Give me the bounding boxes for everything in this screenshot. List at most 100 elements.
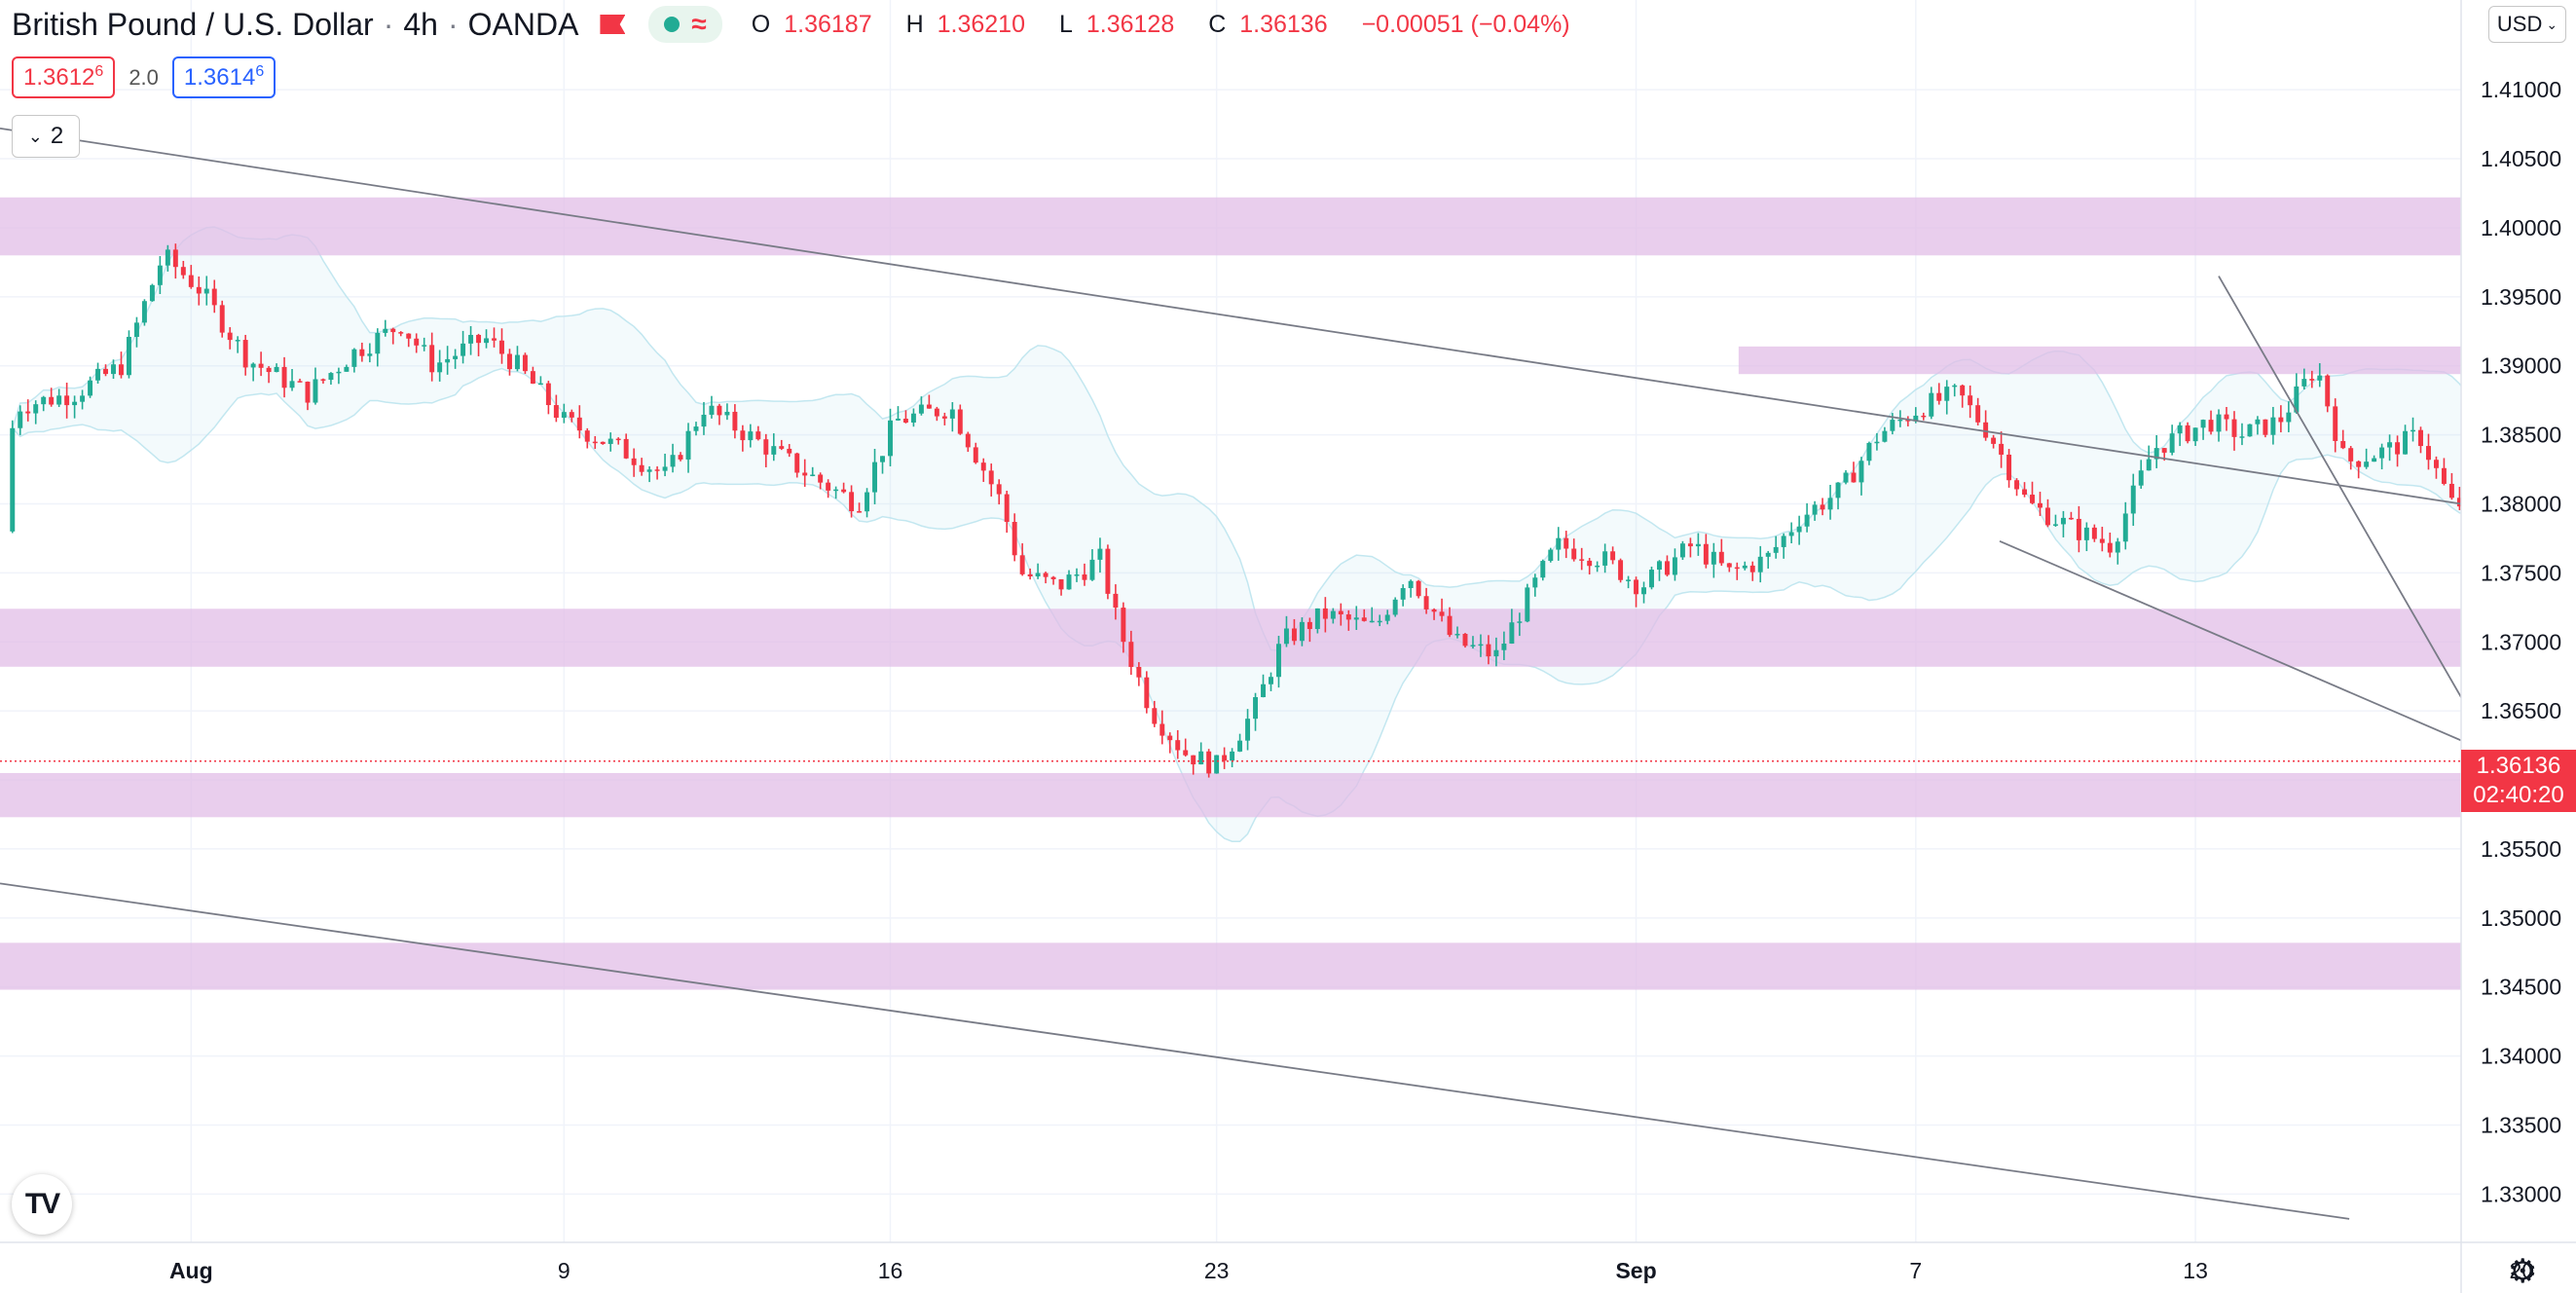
time-tick-label: Sep bbox=[1615, 1258, 1656, 1283]
time-tick-label: 16 bbox=[878, 1258, 903, 1283]
sr-zone bbox=[0, 197, 2461, 256]
candle-body bbox=[1306, 621, 1312, 630]
candle-body bbox=[1113, 593, 1119, 609]
candle-body bbox=[1641, 587, 1646, 595]
candle-body bbox=[2146, 459, 2152, 471]
interval-label[interactable]: 4h bbox=[403, 6, 438, 42]
market-status-pill[interactable]: ≈ bbox=[648, 6, 722, 43]
candle-body bbox=[1509, 622, 1515, 645]
flag-icon[interactable] bbox=[600, 15, 626, 34]
candle-body bbox=[1796, 526, 1802, 533]
candle-body bbox=[2433, 460, 2439, 468]
candle-body bbox=[1657, 561, 1662, 571]
candle-body bbox=[794, 453, 800, 473]
candle-body bbox=[1230, 751, 1235, 761]
buy-price-button[interactable]: 1.36146 bbox=[171, 56, 276, 98]
candle-body bbox=[1253, 697, 1259, 720]
candle-body bbox=[266, 367, 272, 373]
candle-body bbox=[779, 446, 785, 449]
candle-body bbox=[1291, 628, 1297, 642]
candle-body bbox=[2030, 495, 2035, 503]
price-tick-label: 1.35000 bbox=[2481, 905, 2561, 931]
candle-body bbox=[980, 462, 986, 471]
sell-price-button[interactable]: 1.36126 bbox=[12, 56, 116, 98]
candle-body bbox=[1105, 548, 1111, 594]
price-tick-label: 1.39500 bbox=[2481, 284, 2561, 310]
candle-body bbox=[2060, 517, 2066, 525]
high-value: 1.36210 bbox=[937, 10, 1025, 38]
close-value: 1.36136 bbox=[1239, 10, 1328, 38]
currency-selector[interactable]: USD ⌄ bbox=[2488, 6, 2566, 43]
candle-body bbox=[1921, 415, 1927, 418]
tradingview-logo-icon[interactable]: TV bbox=[12, 1174, 72, 1235]
candle-body bbox=[2333, 406, 2338, 441]
candle-body bbox=[1579, 559, 1585, 561]
candle-body bbox=[1626, 579, 1632, 581]
candle-body bbox=[514, 354, 520, 370]
chevron-down-icon: ⌄ bbox=[2546, 16, 2558, 32]
candle-body bbox=[1540, 561, 1546, 578]
candle-body bbox=[1548, 549, 1554, 562]
candle-body bbox=[2006, 454, 2012, 481]
candle-body bbox=[1377, 620, 1382, 623]
candle-body bbox=[1330, 610, 1336, 619]
candle-body bbox=[2387, 442, 2393, 448]
candle-body bbox=[1827, 498, 1833, 510]
candle-body bbox=[1991, 437, 1997, 444]
candle-body bbox=[1152, 708, 1158, 724]
time-tick-label: 9 bbox=[558, 1258, 570, 1283]
candle-body bbox=[1183, 750, 1189, 756]
candle-body bbox=[1345, 614, 1351, 620]
candle-body bbox=[1136, 666, 1142, 678]
open-label: O bbox=[751, 10, 771, 38]
candle-body bbox=[941, 416, 947, 419]
candle-body bbox=[872, 462, 877, 493]
candle-body bbox=[2076, 518, 2081, 540]
gear-icon[interactable]: ⚙ bbox=[2508, 1253, 2538, 1290]
candle-body bbox=[1175, 740, 1181, 751]
candle-body bbox=[445, 358, 451, 363]
symbol-title[interactable]: British Pound / U.S. Dollar bbox=[12, 6, 374, 42]
candle-body bbox=[359, 349, 365, 356]
candle-body bbox=[1525, 587, 1530, 622]
indicators-toggle-button[interactable]: ⌄ 2 bbox=[12, 115, 80, 158]
candle-body bbox=[1556, 537, 1562, 550]
candle-body bbox=[1874, 441, 1880, 444]
open-value: 1.36187 bbox=[784, 10, 872, 38]
bar-countdown: 02:40:20 bbox=[2473, 781, 2564, 808]
candle-body bbox=[1929, 392, 1934, 417]
candle-body bbox=[1004, 494, 1010, 523]
candle-body bbox=[1866, 442, 1872, 462]
candle-body bbox=[918, 404, 924, 414]
price-tick-label: 1.40500 bbox=[2481, 146, 2561, 171]
candle-body bbox=[1214, 755, 1220, 774]
sr-zone bbox=[0, 942, 2461, 990]
candle-body bbox=[1012, 522, 1017, 556]
time-axis-bg bbox=[0, 1242, 2576, 1293]
candle-body bbox=[250, 363, 256, 368]
candle-body bbox=[810, 474, 816, 476]
candle-body bbox=[1672, 557, 1677, 575]
candle-body bbox=[172, 249, 178, 268]
wave-icon: ≈ bbox=[691, 9, 707, 39]
candle-body bbox=[2099, 538, 2105, 543]
candle-body bbox=[771, 446, 777, 455]
candle-body bbox=[1082, 574, 1087, 580]
high-label: H bbox=[905, 10, 924, 38]
candle-body bbox=[802, 472, 808, 476]
buy-price: 1.3614 bbox=[183, 64, 256, 91]
candle-body bbox=[888, 420, 893, 457]
candle-body bbox=[289, 381, 295, 388]
candle-body bbox=[1905, 419, 1911, 422]
last-price-value: 1.36136 bbox=[2476, 752, 2561, 779]
candle-body bbox=[1369, 620, 1375, 623]
support-resistance-zones bbox=[0, 197, 2461, 990]
candle-body bbox=[297, 381, 303, 383]
candle-body bbox=[1532, 577, 1538, 588]
candle-body bbox=[693, 426, 699, 431]
candle-body bbox=[2426, 446, 2431, 461]
candle-body bbox=[1804, 514, 1810, 527]
candle-body bbox=[281, 366, 287, 388]
candle-body bbox=[1089, 559, 1095, 580]
